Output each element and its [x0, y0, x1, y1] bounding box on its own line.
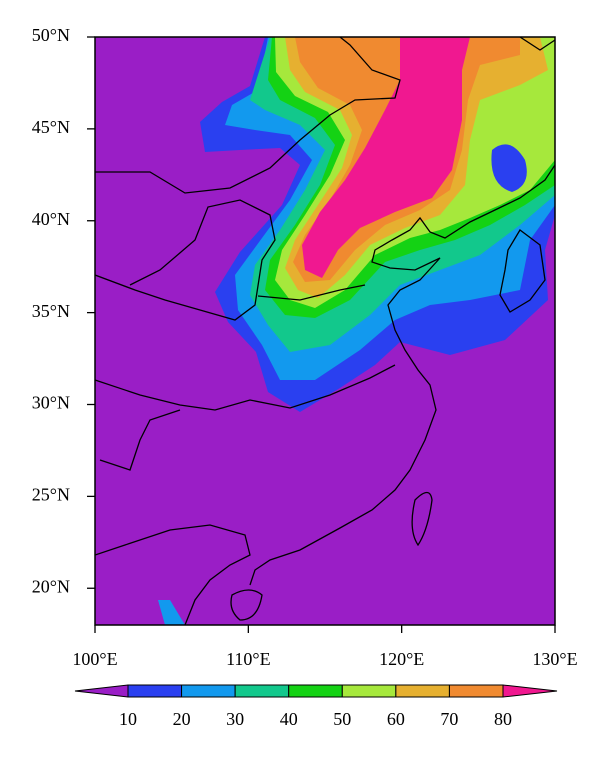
colorbar-arrow [74, 684, 129, 698]
x-tick-label: 130°E [532, 649, 577, 669]
y-tick-label: 30°N [32, 393, 70, 413]
colorbar-label: 50 [333, 709, 351, 729]
colorbar-box [341, 684, 397, 698]
y-tick-label: 25°N [32, 485, 70, 505]
colorbar-label: 30 [226, 709, 244, 729]
colorbar-box [288, 684, 343, 698]
contour-fill [302, 37, 470, 278]
contour-fill [491, 144, 527, 192]
plot-frame [94, 36, 556, 626]
colorbar-label: 40 [280, 709, 298, 729]
colorbar-box [448, 684, 504, 698]
y-tick-label: 40°N [32, 209, 70, 229]
x-tick-label: 110°E [226, 649, 271, 669]
colorbar-label: 60 [387, 709, 405, 729]
y-tick-label: 20°N [32, 576, 70, 596]
contour-fill [158, 600, 185, 625]
field [95, 37, 555, 625]
colorbar: 10 20 30 40 50 60 70 80 [74, 684, 558, 729]
colorbar-box [127, 684, 183, 698]
colorbar-box [181, 684, 236, 698]
colorbar-label: 20 [173, 709, 191, 729]
colorbar-arrow [502, 684, 558, 698]
x-tick-label: 120°E [379, 649, 424, 669]
x-tick-label: 100°E [72, 649, 117, 669]
colorbar-box [234, 684, 290, 698]
colorbar-box [395, 684, 450, 698]
coastlines [95, 37, 555, 625]
colorbar-label: 10 [119, 709, 137, 729]
y-tick-label: 45°N [32, 117, 70, 137]
axes: 100°E 110°E 120°E 130°E 20°N 25°N 30°N 35°N 40°N… [32, 25, 578, 669]
colorbar-label: 80 [494, 709, 512, 729]
y-tick-label: 50°N [32, 25, 70, 45]
y-tick-label: 35°N [32, 301, 70, 321]
colorbar-label: 70 [440, 709, 458, 729]
